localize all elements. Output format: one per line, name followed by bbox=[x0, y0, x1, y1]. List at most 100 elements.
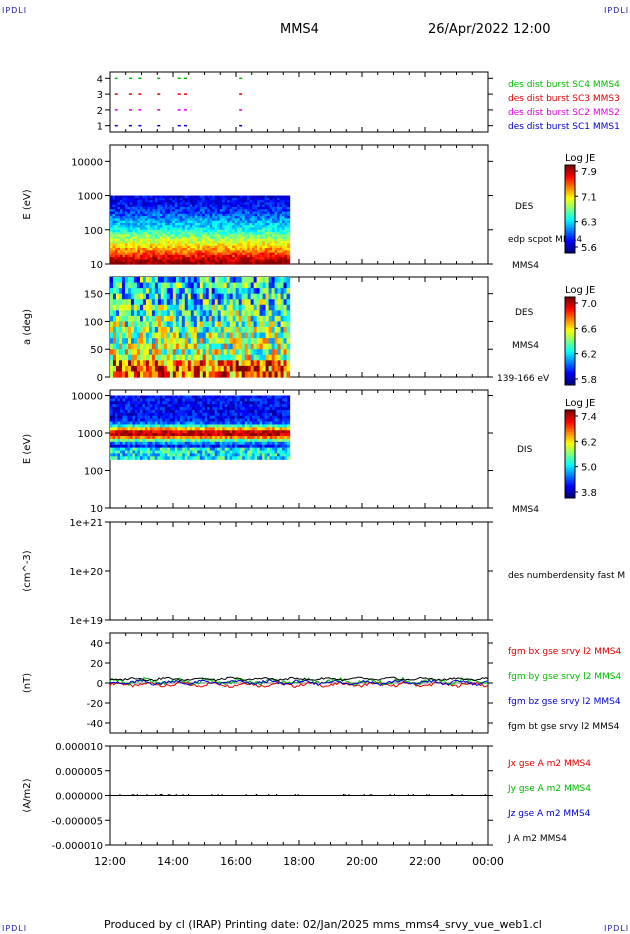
des-pitch-cell bbox=[184, 321, 189, 328]
des-energy-cell bbox=[239, 252, 243, 256]
dis-energy-cell bbox=[177, 450, 181, 455]
des-energy-cell bbox=[222, 227, 226, 231]
des-pitch-cell bbox=[151, 288, 156, 295]
dis-energy-cell bbox=[157, 398, 161, 402]
dis-energy-cell bbox=[119, 415, 124, 420]
des-energy-cell bbox=[134, 195, 139, 199]
des-energy-cell bbox=[204, 245, 208, 249]
dis-energy-cell bbox=[259, 418, 263, 423]
des-pitch-cell bbox=[223, 354, 228, 361]
des-energy-cell bbox=[122, 234, 126, 238]
des-pitch-cell bbox=[256, 321, 261, 328]
dis-energy-cell bbox=[129, 407, 134, 411]
des-pitch-cell bbox=[172, 343, 177, 350]
des-energy-cell bbox=[167, 236, 171, 240]
dis-energy-cell bbox=[184, 427, 188, 431]
dis-energy-cell bbox=[159, 398, 163, 402]
colorbar-tick-label: 5.8 bbox=[581, 375, 597, 386]
dis-energy-cell bbox=[132, 447, 136, 452]
des-energy-cell bbox=[279, 209, 283, 213]
dis-energy-cell bbox=[172, 412, 176, 417]
des-pitch-cell bbox=[178, 343, 183, 350]
des-energy-cell bbox=[284, 222, 288, 226]
dis-energy-cell bbox=[257, 404, 261, 408]
des-pitch-y-tick: 50 bbox=[90, 345, 103, 356]
des-energy-cell bbox=[162, 229, 166, 233]
dis-energy-cell bbox=[192, 404, 196, 408]
des-energy-cell bbox=[232, 211, 236, 215]
dis-energy-cell bbox=[229, 412, 233, 417]
des-energy-cell bbox=[269, 209, 273, 213]
des-energy-cell bbox=[129, 245, 134, 249]
des-energy-cell bbox=[119, 261, 124, 265]
des-energy-cell bbox=[247, 209, 251, 213]
des-energy-cell bbox=[192, 200, 196, 203]
des-energy-cell bbox=[234, 250, 238, 254]
des-energy-cell bbox=[232, 250, 236, 254]
des-energy-cell bbox=[247, 213, 251, 217]
dis-energy-cell bbox=[134, 444, 139, 449]
colorbar-step bbox=[565, 371, 575, 375]
dis-energy-cell bbox=[144, 409, 149, 414]
dis-energy-cell bbox=[237, 415, 241, 420]
des-energy-cell bbox=[194, 234, 198, 238]
dis-energy-cell bbox=[232, 415, 236, 420]
dis-energy-cell bbox=[129, 430, 134, 434]
des-energy-cell bbox=[154, 238, 158, 242]
colorbar-step bbox=[565, 228, 575, 232]
des-energy-cell bbox=[204, 213, 208, 217]
des-energy-cell bbox=[217, 229, 221, 233]
des-pitch-cell bbox=[199, 282, 204, 289]
dis-energy-cell bbox=[202, 427, 206, 431]
des-pitch-cell bbox=[175, 277, 180, 284]
des-pitch-cell bbox=[283, 327, 288, 334]
des-energy-cell bbox=[147, 257, 151, 261]
des-energy-cell bbox=[257, 254, 261, 258]
dis-energy-cell bbox=[164, 424, 168, 428]
des-energy-cell bbox=[232, 200, 236, 203]
des-energy-cell bbox=[207, 248, 211, 251]
des-energy-cell bbox=[182, 209, 186, 213]
dis-energy-cell bbox=[219, 436, 223, 440]
dis-energy-cell bbox=[234, 430, 238, 434]
des-energy-cell bbox=[267, 218, 271, 222]
colorbar-step bbox=[565, 314, 575, 318]
dis-energy-cell bbox=[147, 433, 151, 437]
des-pitch-cell bbox=[110, 304, 114, 311]
dis-energy-cell bbox=[252, 409, 256, 414]
des-energy-cell bbox=[287, 197, 291, 201]
dis-energy-cell bbox=[262, 424, 266, 428]
dis-energy-cell bbox=[184, 430, 188, 434]
des-pitch-cell bbox=[238, 304, 243, 311]
des-energy-cell bbox=[187, 200, 191, 203]
dis-energy-cell bbox=[209, 395, 213, 399]
des-energy-cell bbox=[157, 213, 161, 217]
des-energy-cell bbox=[267, 222, 271, 226]
des-energy-cell bbox=[149, 248, 153, 251]
dis-energy-cell bbox=[172, 444, 176, 449]
des-energy-cell bbox=[112, 232, 116, 235]
colorbar-step bbox=[565, 246, 575, 250]
des-energy-cell bbox=[219, 213, 223, 217]
des-energy-cell bbox=[119, 227, 124, 231]
des-pitch-cell bbox=[139, 327, 144, 334]
des-energy-cell bbox=[282, 238, 286, 242]
des-energy-cell bbox=[149, 209, 153, 213]
dis-energy-cell bbox=[252, 424, 256, 428]
des-energy-cell bbox=[172, 252, 176, 256]
des-energy-cell bbox=[167, 206, 171, 210]
des-energy-cell bbox=[212, 245, 216, 249]
des-energy-cell bbox=[217, 195, 221, 199]
dis-energy-cell bbox=[149, 430, 153, 434]
dis-energy-cell bbox=[169, 412, 173, 417]
dis-energy-cell bbox=[144, 453, 149, 457]
des-energy-cell bbox=[224, 234, 228, 238]
dis-energy-cell bbox=[144, 415, 149, 420]
des-pitch-cell bbox=[277, 277, 282, 284]
des-energy-cell bbox=[207, 218, 211, 222]
des-energy-cell bbox=[149, 218, 153, 222]
dis-energy-cell bbox=[139, 447, 144, 452]
des-pitch-cell bbox=[196, 371, 201, 378]
des-pitch-cell bbox=[259, 365, 264, 373]
des-pitch-cell bbox=[127, 338, 132, 345]
